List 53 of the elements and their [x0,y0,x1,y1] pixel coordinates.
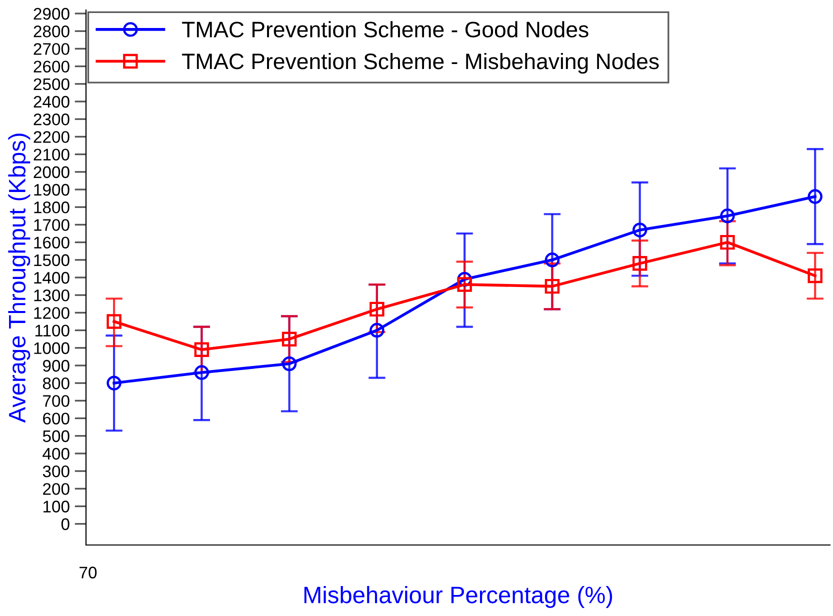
x-axis-title: Misbehaviour Percentage (%) [304,586,612,608]
point [632,256,648,271]
y-tick-label: 400 [42,448,70,460]
y-tick-label: 1800 [34,202,70,214]
point [544,252,560,268]
point [282,332,297,346]
point [808,268,822,284]
y-tick-label: 600 [43,412,70,424]
y-tick-label: 700 [43,395,70,407]
y-tick-label: 2700 [34,43,70,55]
point [457,272,472,287]
y-tick-label: 200 [43,483,70,495]
y-tick-label: 2400 [34,96,70,108]
y-tick-label: 2900 [34,8,70,20]
y-tick-label: 2600 [34,60,70,73]
y-tick-label: 2200 [34,131,70,143]
y-tick-label: 1400 [34,272,70,284]
y-tick-label: 2800 [34,26,70,38]
point [370,322,384,338]
point [808,189,822,204]
y-tick-label: 2100 [34,148,70,161]
point [544,278,560,294]
y-tick-label: 500 [42,430,70,442]
y-tick-label: 1500 [34,254,70,266]
point [720,234,735,250]
y-tick-label: 1200 [34,307,70,319]
y-tick-label: 2300 [34,114,70,126]
point [720,208,735,224]
text: 70 [80,566,97,578]
legend-label: TMAC Prevention Scheme - Misbehaving Nodes [182,52,659,74]
y-axis-title: Average Throughput (Kbps) [8,134,30,423]
y-tick-label: 100 [43,500,70,512]
y-tick-label: 300 [42,465,70,478]
y-tick-label: 800 [42,377,70,390]
y-tick-label: 1000 [34,342,70,354]
y-tick-label: 1600 [34,236,70,249]
y-tick-label: 1700 [34,219,70,231]
point [632,222,648,238]
y-tick-label: 900 [43,360,70,372]
point [106,314,122,329]
legend-label: TMAC Prevention Scheme - Good Nodes [182,21,588,38]
point [106,376,122,390]
y-tick-label: 2500 [34,78,70,90]
point [282,356,297,372]
y-tick-label: 1100 [35,324,70,336]
y-tick-label: 1300 [34,290,70,302]
point [370,302,384,317]
point [194,365,210,380]
y-tick-label: 2000 [34,166,70,178]
y-tick-label: 1900 [34,184,70,196]
y-tick-label: 0 [61,518,70,530]
point [194,342,210,358]
point [457,277,472,292]
